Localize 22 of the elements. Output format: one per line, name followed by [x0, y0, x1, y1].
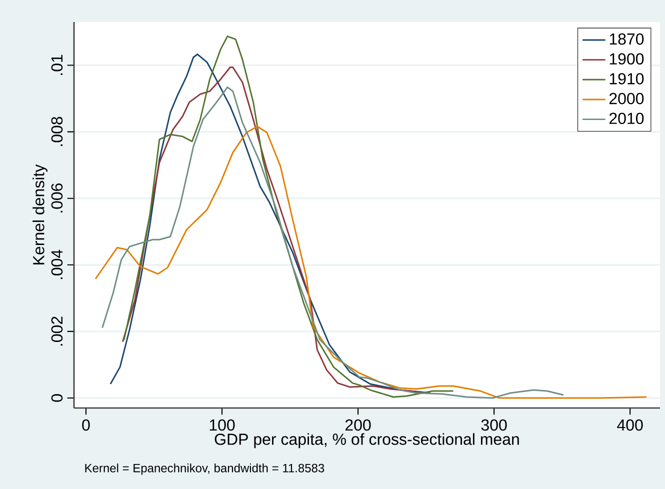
y-tick-label: .006: [51, 183, 63, 212]
text: Kernel = Epanechnikov, bandwidth = 11.8583: [85, 464, 324, 475]
y-tick-label: .004: [51, 250, 63, 280]
legend-label: 2000: [609, 92, 644, 104]
legend-label: 1900: [610, 53, 644, 65]
x-tick-label: 200: [345, 419, 371, 431]
x-axis-title: GDP per capita, % of cross-sectional mean: [214, 433, 519, 448]
legend-label: 1910: [610, 73, 644, 84]
x-tick-label: 100: [210, 419, 235, 431]
legend-label: 1870: [610, 33, 644, 45]
line-series: [94, 126, 648, 399]
y-tick-label: .01: [51, 54, 63, 75]
legend-label: 2010: [609, 112, 644, 124]
y-tick-label: .002: [51, 316, 63, 346]
y-tick-label: .008: [51, 116, 63, 146]
y-tick-label: 0: [51, 394, 63, 402]
x-tick-label: 300: [481, 419, 507, 431]
x-tick-label: 400: [617, 419, 643, 431]
x-tick-label: 0: [82, 419, 90, 431]
line-series: [102, 86, 564, 399]
line-series: [123, 36, 454, 398]
y-axis-title: Kernel density: [32, 164, 48, 264]
